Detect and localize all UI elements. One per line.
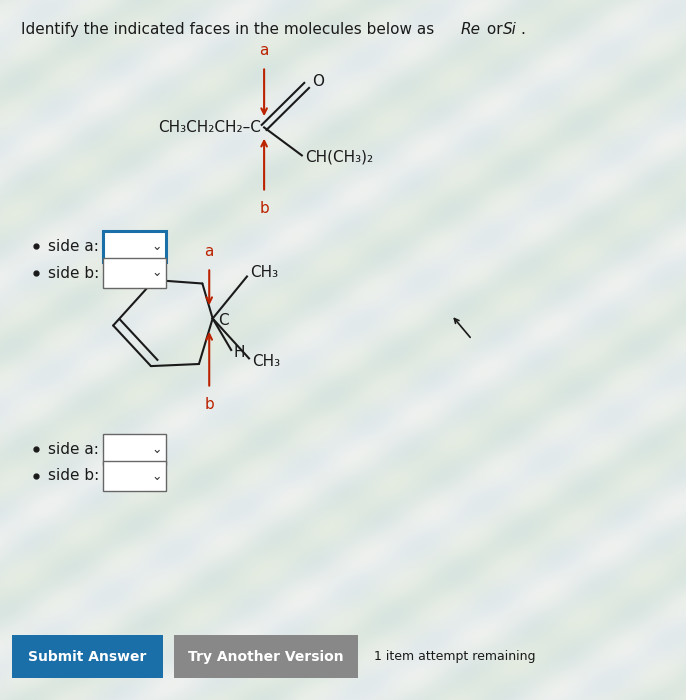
Text: C: C [218,313,228,328]
FancyBboxPatch shape [103,434,166,465]
FancyBboxPatch shape [103,258,166,288]
Text: Submit Answer: Submit Answer [28,650,147,664]
Text: 1 item attempt remaining: 1 item attempt remaining [374,650,535,663]
FancyBboxPatch shape [103,461,166,491]
Text: side b:: side b: [48,265,99,281]
Text: Re: Re [461,22,481,37]
Text: ⌄: ⌄ [151,470,162,482]
FancyBboxPatch shape [12,635,163,678]
Text: CH(CH₃)₂: CH(CH₃)₂ [305,149,373,164]
Text: CH₃CH₂CH₂–C: CH₃CH₂CH₂–C [158,120,261,135]
Text: or: or [482,22,508,37]
Text: ⌄: ⌄ [151,443,162,456]
Text: ⌄: ⌄ [151,267,162,279]
Text: side a:: side a: [48,239,99,254]
Text: CH₃: CH₃ [250,265,279,281]
Text: a: a [204,244,214,259]
Text: Identify the indicated faces in the molecules below as: Identify the indicated faces in the mole… [21,22,439,37]
FancyBboxPatch shape [174,635,358,678]
Text: CH₃: CH₃ [252,354,281,370]
Text: .: . [520,22,525,37]
Text: b: b [204,397,214,412]
Text: b: b [259,201,269,216]
Text: Si: Si [503,22,517,37]
Text: a: a [259,43,269,58]
Text: Try Another Version: Try Another Version [188,650,344,664]
Text: O: O [312,74,324,89]
Text: ⌄: ⌄ [151,240,162,253]
Text: H: H [233,344,245,360]
FancyBboxPatch shape [103,231,166,262]
Text: side b:: side b: [48,468,99,484]
Text: side a:: side a: [48,442,99,457]
